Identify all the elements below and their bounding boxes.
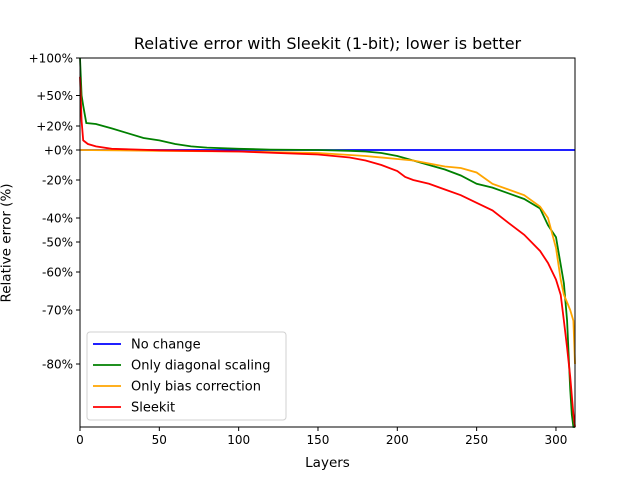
y-axis-ticks: +100% +50% +20% +0% -20% -40% -50% -60% -70% -80% — [29, 52, 80, 372]
x-tick-label: 0 — [76, 433, 84, 447]
legend-label: Only bias correction — [131, 380, 261, 395]
y-tick-label: -70% — [42, 304, 73, 318]
y-tick-label: +0% — [44, 144, 73, 158]
y-axis-label: Relative error (%) — [0, 183, 15, 302]
series-line-2 — [79, 149, 576, 365]
x-tick-label: 250 — [465, 433, 488, 447]
legend-label: No change — [131, 338, 201, 353]
x-tick-label: 50 — [152, 433, 167, 447]
series-line-1 — [79, 57, 575, 428]
series-line-3 — [79, 76, 576, 428]
y-tick-label: +20% — [36, 120, 73, 134]
y-tick-label: +50% — [36, 89, 73, 103]
legend-label: Sleekit — [131, 401, 175, 416]
x-tick-label: 200 — [386, 433, 409, 447]
chart-title: Relative error with Sleekit (1-bit); low… — [134, 34, 522, 53]
series-layer — [79, 57, 576, 428]
y-tick-label: -20% — [42, 174, 73, 188]
legend-label: Only diagonal scaling — [131, 359, 271, 374]
x-axis-ticks: 0 50 100 150 200 250 300 — [76, 427, 567, 447]
legend-box — [86, 331, 287, 421]
x-axis-label: Layers — [305, 455, 350, 471]
y-tick-label: -40% — [42, 212, 73, 226]
legend: No change Only diagonal scaling Only bias … — [86, 331, 287, 421]
y-tick-label: -50% — [42, 236, 73, 250]
x-tick-label: 150 — [307, 433, 330, 447]
y-tick-label: -60% — [42, 266, 73, 280]
y-tick-label: +100% — [29, 52, 73, 66]
x-tick-label: 100 — [227, 433, 250, 447]
y-tick-label: -80% — [42, 358, 73, 372]
x-tick-label: 300 — [545, 433, 568, 447]
